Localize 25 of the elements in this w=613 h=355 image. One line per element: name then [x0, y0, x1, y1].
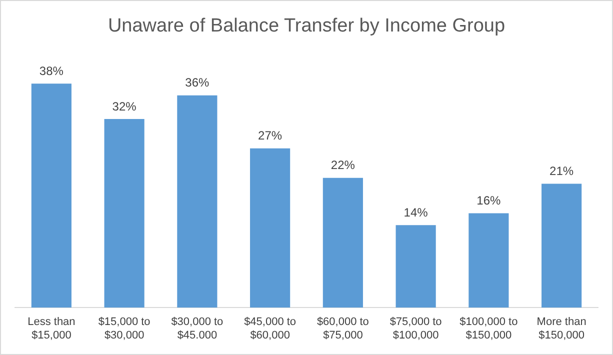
data-label: 21%	[550, 164, 574, 178]
x-tick-label: $45,000 to $60,000	[244, 316, 296, 342]
data-label: 38%	[39, 64, 64, 78]
data-label: 22%	[330, 158, 356, 172]
chart-title: Unaware of Balance Transfer by Income Group	[108, 16, 506, 37]
bar	[250, 148, 290, 308]
bar	[468, 213, 509, 308]
x-tick-label: Less than $15,000	[28, 316, 76, 342]
x-tick-label: $15,000 to $30,000	[98, 316, 150, 342]
data-label: 16%	[476, 194, 502, 208]
bar	[542, 184, 582, 308]
bar	[31, 84, 72, 308]
bar	[396, 225, 436, 308]
bar	[322, 178, 363, 308]
bar	[104, 118, 144, 308]
data-label: 14%	[404, 205, 428, 220]
bar	[177, 95, 218, 308]
x-tick-label: $60,000 to $75,000	[316, 316, 369, 342]
x-tick-label: $30,000 to $45.000	[171, 316, 224, 342]
x-tick-label: $75,000 to $100,000	[390, 316, 442, 342]
data-label: 36%	[185, 76, 210, 90]
data-label: 32%	[112, 99, 137, 114]
x-tick-label: More than $150,000	[536, 316, 586, 342]
data-label: 27%	[258, 128, 282, 143]
x-tick-label: $100,000 to $150,000	[460, 316, 518, 342]
